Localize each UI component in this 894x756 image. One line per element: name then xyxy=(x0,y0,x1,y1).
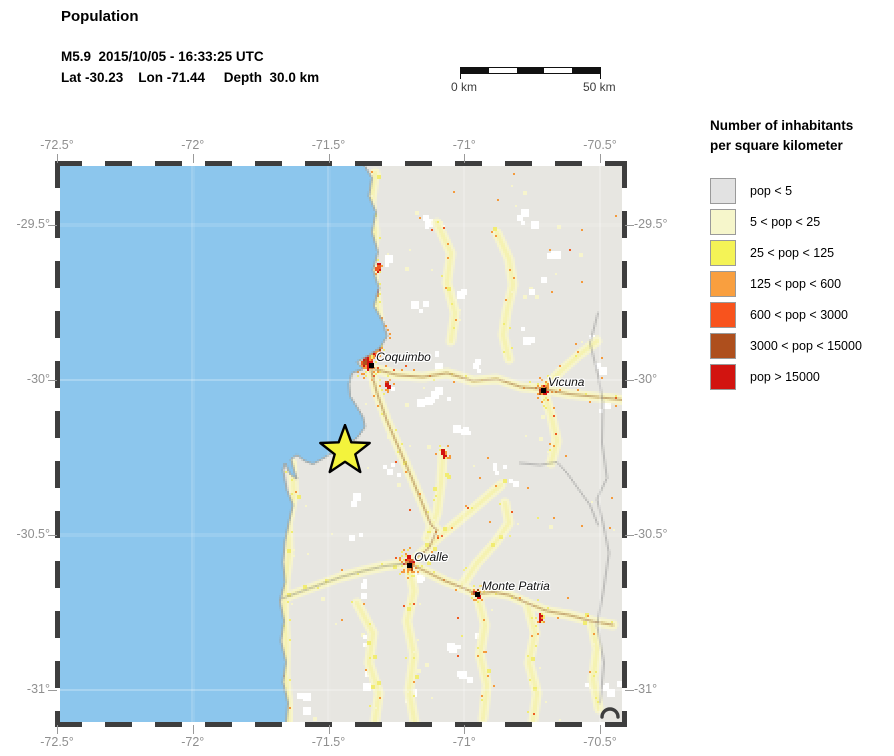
axis-label: -30° xyxy=(26,371,50,386)
legend-label: 125 < pop < 600 xyxy=(750,276,842,291)
legend-panel: Number of inhabitants per square kilomet… xyxy=(710,116,894,395)
axis-label: -71.5° xyxy=(311,138,346,152)
legend-label: 600 < pop < 3000 xyxy=(750,307,849,322)
axis-label: -71° xyxy=(452,735,476,749)
axis-tick xyxy=(192,154,194,163)
city-label: Monte Patria xyxy=(481,578,550,593)
axis-label: -72° xyxy=(181,138,205,152)
axis-label: -72.5° xyxy=(40,138,74,152)
legend-item: pop > 15000 xyxy=(710,363,894,390)
legend-swatch xyxy=(710,239,736,266)
city-label: Ovalle xyxy=(414,549,449,564)
legend-label: pop < 5 xyxy=(750,183,793,198)
legend-swatch xyxy=(710,363,736,390)
city-dot xyxy=(541,387,546,393)
axis-tick xyxy=(328,725,330,734)
legend-item: pop < 5 xyxy=(710,177,894,204)
scale-bar-zero-label: 0 km xyxy=(451,80,478,94)
map-panel: Coquimbo Vicuna Ovalle Monte Patria xyxy=(55,161,627,727)
axis-label: -72.5° xyxy=(40,735,74,749)
axis-tick xyxy=(48,379,57,381)
axis-tick xyxy=(57,154,58,163)
axis-label: -72° xyxy=(181,735,205,749)
axis-tick xyxy=(600,154,602,163)
axis-tick xyxy=(328,154,330,163)
scale-bar-segment xyxy=(544,68,573,73)
legend-item: 125 < pop < 600 xyxy=(710,270,894,297)
axis-tick xyxy=(57,725,58,734)
legend-label: 25 < pop < 125 xyxy=(750,245,835,260)
legend-item: 25 < pop < 125 xyxy=(710,239,894,266)
scale-bar-segment xyxy=(572,68,600,73)
city-dot xyxy=(407,562,413,568)
axis-label: -70.5° xyxy=(583,138,617,152)
legend-item: 5 < pop < 25 xyxy=(710,208,894,235)
axis-label: -30° xyxy=(634,371,658,386)
axis-tick xyxy=(464,154,466,163)
axis-tick xyxy=(625,224,634,226)
city-label: Coquimbo xyxy=(376,350,431,365)
legend-title-line2: per square kilometer xyxy=(710,138,843,153)
axis-label: -29.5° xyxy=(634,216,668,231)
city-dot xyxy=(474,591,480,597)
scale-bar xyxy=(460,67,601,74)
axis-tick xyxy=(464,725,466,734)
scale-bar-tick xyxy=(600,74,601,79)
legend-items: pop < 5 5 < pop < 25 25 < pop < 125 125 < p… xyxy=(710,177,894,390)
legend-title-line1: Number of inhabitants xyxy=(710,118,854,133)
axis-tick xyxy=(48,534,57,536)
compass-arc-icon xyxy=(600,707,620,719)
axis-label: -30.5° xyxy=(16,526,51,541)
axis-label: -31° xyxy=(26,681,50,696)
axis-label: -71.5° xyxy=(311,735,346,749)
axis-tick xyxy=(48,689,57,691)
scale-bar-max-label: 50 km xyxy=(583,80,616,94)
axis-tick xyxy=(625,689,634,691)
axis-label: -71° xyxy=(452,138,476,152)
axis-label: -29.5° xyxy=(16,216,51,231)
legend-swatch xyxy=(710,177,736,204)
legend-item: 600 < pop < 3000 xyxy=(710,301,894,328)
event-magnitude-time: M5.9 2015/10/05 - 16:33:25 UTC xyxy=(61,49,264,64)
event-location-depth: Lat -30.23 Lon -71.44 Depth 30.0 km xyxy=(61,70,320,85)
city-label: Vicuna xyxy=(548,374,585,389)
legend-label: 3000 < pop < 15000 xyxy=(750,338,862,353)
scale-bar-segment xyxy=(516,68,545,73)
legend-label: pop > 15000 xyxy=(750,369,820,384)
city-dot xyxy=(369,363,375,369)
page-title: Population xyxy=(61,8,139,25)
legend-swatch xyxy=(710,270,736,297)
legend-label: 5 < pop < 25 xyxy=(750,214,821,229)
axis-tick xyxy=(625,534,634,536)
axis-tick xyxy=(600,725,602,734)
legend-item: 3000 < pop < 15000 xyxy=(710,332,894,359)
axis-label: -30.5° xyxy=(634,526,668,541)
axis-tick xyxy=(625,379,634,381)
legend-swatch xyxy=(710,332,736,359)
legend-swatch xyxy=(710,208,736,235)
epicenter-star-icon xyxy=(318,424,371,474)
axis-label: -70.5° xyxy=(583,735,617,749)
axis-tick xyxy=(48,224,57,226)
scale-bar-segment xyxy=(488,68,517,73)
axis-label: -31° xyxy=(634,681,658,696)
scale-bar-tick xyxy=(460,74,461,79)
legend-swatch xyxy=(710,301,736,328)
scale-bar-segment xyxy=(461,68,489,73)
axis-tick xyxy=(192,725,194,734)
